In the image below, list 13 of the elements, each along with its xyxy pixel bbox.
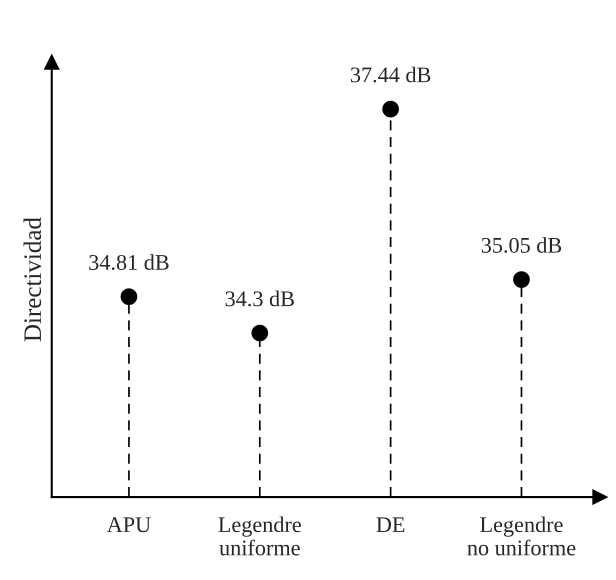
- x-tick-label: Legendre no uniforme: [467, 516, 576, 556]
- data-label: 35.05 dB: [482, 237, 562, 253]
- point: [251, 324, 268, 342]
- point: [382, 100, 399, 118]
- data-label: 34.3 dB: [226, 290, 294, 306]
- point: [513, 271, 530, 288]
- x-tick-label: Legendre uniforme: [218, 516, 301, 556]
- y-axis-title: Directividad: [24, 217, 42, 342]
- point: [120, 288, 138, 306]
- data-label: 37.44 dB: [350, 66, 430, 82]
- x-tick-label: APU: [106, 517, 151, 532]
- data-label: 34.81 dB: [89, 254, 169, 270]
- x-tick-label: DE: [376, 517, 404, 532]
